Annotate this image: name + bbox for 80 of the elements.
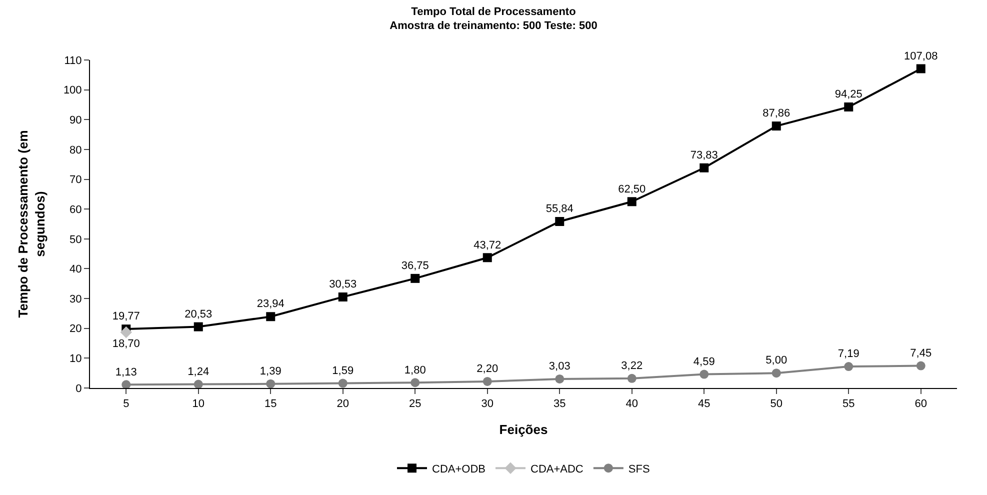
data-label: 7,19 [838, 348, 860, 360]
point [120, 326, 132, 338]
point [410, 274, 420, 283]
point [266, 379, 276, 388]
point [338, 378, 348, 388]
data-label: 19,77 [112, 310, 140, 323]
point [916, 64, 926, 74]
legend-label: CDA+ADC [530, 463, 584, 476]
point [194, 380, 203, 389]
point [122, 380, 131, 390]
data-label: 36,75 [401, 260, 429, 272]
y-tick-label: 100 [63, 84, 82, 97]
y-tick-label: 60 [70, 204, 82, 216]
x-tick-label: 30 [481, 398, 494, 410]
point [844, 362, 854, 372]
data-label: 1,59 [332, 364, 354, 377]
data-label: 18,70 [112, 338, 140, 350]
point [627, 197, 636, 206]
x-tick-label: 35 [554, 398, 566, 410]
point [194, 322, 203, 332]
y-tick-label: 20 [70, 323, 82, 336]
data-label: 3,03 [548, 360, 570, 373]
point [772, 368, 781, 378]
data-label: 94,25 [834, 88, 862, 101]
data-label: 55,84 [546, 203, 574, 216]
x-tick-label: 50 [770, 398, 783, 410]
chart-title: Tempo Total de Processamento [411, 6, 576, 18]
x-axis-title: Feições [499, 422, 548, 437]
y-tick-label: 80 [70, 144, 82, 156]
x-tick-label: 40 [626, 398, 638, 410]
y-tick-label: 30 [70, 293, 82, 306]
x-tick-label: 20 [336, 398, 350, 410]
point [772, 122, 781, 131]
point [700, 163, 709, 172]
legend-label: CDA+ODB [432, 463, 486, 476]
data-label: 1,13 [115, 366, 137, 378]
point [338, 292, 348, 302]
x-tick-label: 10 [192, 398, 205, 410]
x-tick-label: 60 [914, 398, 928, 410]
data-label: 20,53 [184, 308, 212, 320]
y-tick-label: 0 [76, 382, 82, 395]
data-label: 30,53 [329, 278, 357, 291]
data-label: 73,83 [690, 149, 718, 162]
point [555, 374, 564, 384]
x-tick-label: 45 [698, 398, 710, 410]
point [410, 378, 420, 388]
data-label: 62,50 [618, 183, 646, 196]
data-label: 23,94 [256, 298, 284, 310]
point [627, 374, 636, 383]
y-axis-title: Tempo de Processamento (em segundos) [15, 130, 48, 318]
point [555, 217, 564, 226]
data-label: 7,45 [910, 347, 932, 360]
x-tick-label: 15 [264, 398, 277, 410]
point [916, 361, 926, 370]
chart-subtitle: Amostra de treinamento: 500 Teste: 500 [390, 20, 598, 32]
x-tick-label: 25 [409, 398, 422, 410]
data-label: 4,59 [693, 356, 715, 368]
point [482, 376, 492, 386]
data-label: 87,86 [762, 108, 790, 120]
y-tick-label: 10 [70, 353, 82, 366]
point [700, 370, 709, 379]
data-label: 1,80 [404, 364, 426, 376]
legend-label: SFS [628, 463, 650, 476]
data-label: 107,08 [904, 50, 938, 62]
data-label: 5,00 [766, 354, 788, 367]
data-label: 3,22 [621, 360, 643, 372]
data-label: 43,72 [474, 239, 502, 252]
x-tick-label: 5 [123, 398, 130, 410]
y-tick-label: 110 [64, 54, 82, 67]
y-tick-label: 70 [70, 174, 82, 186]
y-tick-label: 40 [70, 264, 82, 276]
data-label: 2,20 [476, 363, 498, 376]
point [482, 253, 492, 262]
point [844, 102, 854, 112]
data-label: 1,24 [188, 366, 210, 378]
x-tick-label: 55 [842, 398, 855, 410]
y-tick-label: 50 [70, 234, 82, 246]
data-label: 1,39 [260, 365, 282, 378]
point [266, 312, 276, 322]
y-tick-label: 90 [70, 114, 82, 126]
